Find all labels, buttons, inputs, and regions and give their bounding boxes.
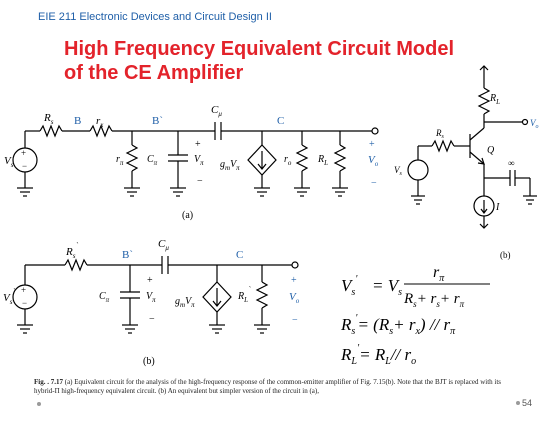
caption-fig: Fig. . 7.17 [34,378,63,386]
source-vs [407,159,429,181]
label-rl-prime: RL` [237,285,251,304]
equations: Vs' = Vs rπ Rs+ rs+ rπ Rs'= (Rs+ rx) // … [340,264,490,367]
circuit-b: Vs` + − Rs` B` Cμ C Cπ + Vπ − gmVπ RL` +… [3,238,300,367]
vpi-plus: + [195,139,201,150]
label-vs-prime: Vs` [3,287,15,306]
output-terminal [371,127,379,135]
label-rx: rx [96,115,104,129]
label-a: (a) [182,210,193,221]
source-minus: − [22,161,27,171]
node-b-prime: B` [152,115,163,127]
label-b: (b) [143,356,155,367]
label-i: I [495,202,500,213]
transistor-circuit: RL Vo Rs Q Vs ∞ I (b) [394,65,539,260]
label-rpi: rπ [116,154,124,167]
label-rl: RL [489,93,500,106]
label-vo: Vo [530,118,539,130]
vo-plus: + [291,275,297,286]
vo-plus: + [369,139,375,150]
resistor-rs [39,124,63,138]
label-cmu: Cμ [211,104,222,118]
resistor-rs [431,139,455,153]
label-rl: RL [317,154,328,167]
label-vs: Vs [4,155,14,169]
circuit-a: Vs + − Rs B rx B` Cμ C rπ Cπ + Vπ − gmVπ… [4,104,379,221]
slide-title: High Frequency Equivalent Circuit Model … [64,37,524,85]
source-plus: + [21,148,26,158]
eq1-lhs: Vs' [341,274,358,298]
vo-minus: − [371,178,377,189]
label-vpi: Vπ [146,291,156,304]
eq1-numerator: rπ [433,264,445,284]
label-vo: Vo [289,291,300,305]
label-rs: Rs [43,112,54,126]
node-b: B [74,115,81,127]
vo-terminal [521,118,529,126]
title-line-2: of the CE Amplifier [64,62,244,84]
eq1-denominator: Rs+ rs+ rπ [403,291,465,309]
resistor-ro [295,144,309,172]
eq1-rhs: = Vs [372,276,402,298]
label-ro: ro [284,154,292,167]
resistor-rl [333,144,347,172]
resistor-rl-prime [255,281,269,309]
label-gm: gmVπ [220,159,240,172]
label-vpi: Vπ [194,154,204,167]
eq3: RL'= RL// ro [340,343,416,367]
course-header: EIE 211 Electronic Devices and Circuit D… [38,11,272,23]
source-minus: − [22,298,27,308]
label-cpi: Cπ [99,291,110,304]
vpi-plus: + [147,275,153,286]
label-inf: ∞ [508,158,514,168]
label-cmu: Cμ [158,238,169,252]
label-gm: gmVπ [175,296,195,309]
source-plus: + [21,285,26,295]
label-rs: Rs [435,128,445,140]
node-c: C [236,249,243,261]
page-number: 54 [522,398,533,408]
figure-caption: Fig. . 7.17 (a) Equivalent circuit for t… [34,378,514,396]
vpi-minus: − [197,176,203,187]
resistor-rl [477,87,491,115]
bullet-dot [37,402,41,406]
label-b-top: (b) [500,250,511,260]
vo-minus: − [292,315,298,326]
label-q: Q [487,145,495,156]
vpi-minus: − [149,314,155,325]
title-line-1: High Frequency Equivalent Circuit Model [64,38,455,60]
label-rs-prime: Rs` [65,241,78,260]
output-terminal [291,261,299,269]
label-vs: Vs [394,165,403,177]
resistor-rs-prime [64,258,88,272]
resistor-rpi [125,144,139,172]
node-c: C [277,115,284,127]
eq2: Rs'= (Rs+ rx) // rπ [340,313,456,337]
label-cpi: Cπ [147,154,158,167]
caption-text: (a) Equivalent circuit for the analysis … [34,378,502,395]
label-vo: Vo [368,154,379,168]
resistor-rx [89,124,113,138]
node-b-prime: B` [122,249,133,261]
page-dot [516,401,520,405]
